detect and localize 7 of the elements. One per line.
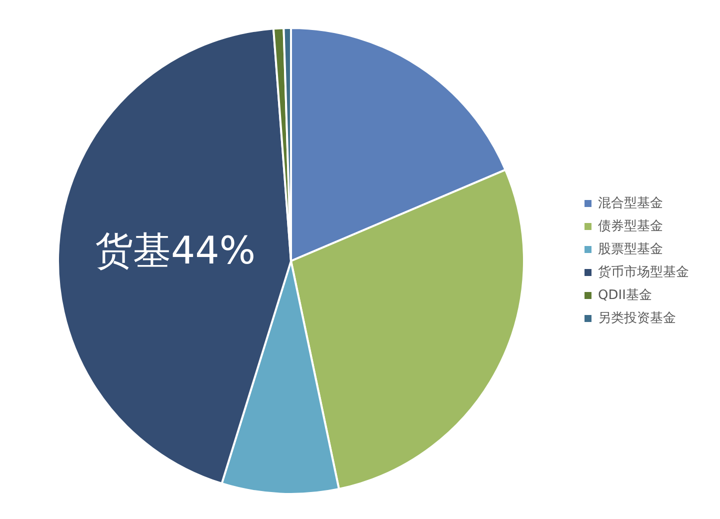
legend-label: 货币市场型基金 — [598, 264, 689, 280]
legend-label: QDII基金 — [598, 288, 652, 303]
legend-label: 债券型基金 — [598, 218, 663, 234]
legend-label: 另类投资基金 — [598, 310, 676, 326]
data-label: 货基44% — [95, 228, 256, 273]
legend-label: 混合型基金 — [598, 196, 663, 211]
legend-label: 股票型基金 — [598, 242, 663, 257]
